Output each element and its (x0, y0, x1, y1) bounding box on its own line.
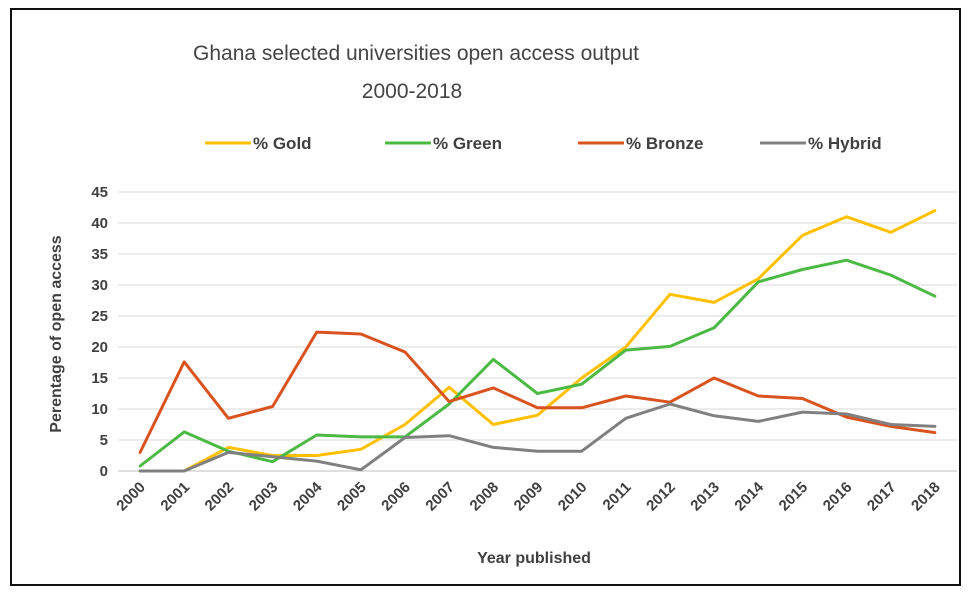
x-tick-label: 2003 (246, 479, 282, 515)
y-tick-label: 30 (91, 277, 108, 294)
y-tick-label: 0 (100, 463, 108, 480)
y-axis-label: Perentage of open access (48, 235, 65, 433)
x-tick-label: 2004 (290, 478, 326, 514)
legend: % Gold % Green % Bronze % Hybrid (205, 134, 882, 153)
x-tick-label: 2016 (820, 479, 856, 515)
y-tick-label: 40 (91, 215, 108, 232)
y-axis-ticks: 0 5 10 15 20 25 30 35 40 45 (91, 184, 108, 480)
x-tick-label: 2002 (202, 479, 238, 515)
x-tick-label: 2011 (600, 479, 635, 514)
y-tick-label: 5 (100, 432, 108, 449)
y-tick-label: 45 (91, 184, 108, 201)
legend-item-green: % Green (385, 134, 502, 153)
x-tick-label: 2015 (776, 479, 812, 515)
x-tick-label: 2005 (334, 479, 370, 515)
y-tick-label: 15 (91, 370, 108, 387)
legend-item-bronze: % Bronze (578, 134, 703, 153)
legend-label: % Green (433, 134, 502, 153)
series-line-hybrid (138, 402, 937, 473)
chart-subtitle: 2000-2018 (362, 80, 462, 103)
series-line-green (138, 258, 937, 468)
x-tick-label: 2007 (422, 479, 458, 515)
chart-frame (10, 8, 961, 586)
gridlines (118, 191, 957, 472)
series-line-bronze (138, 330, 937, 454)
x-tick-label: 2010 (555, 479, 591, 515)
x-tick-label: 2014 (731, 478, 767, 514)
x-tick-label: 2012 (643, 479, 679, 515)
series-line-gold (138, 209, 937, 473)
x-axis-ticks: 2000 2001 2002 2003 2004 2005 2006 2007 2008 2009… (113, 478, 943, 514)
x-tick-label: 2017 (864, 479, 900, 515)
x-tick-label: 2009 (511, 479, 547, 515)
x-tick-label: 2008 (467, 479, 503, 515)
x-tick-label: 2001 (157, 479, 193, 515)
legend-label: % Bronze (626, 134, 703, 153)
legend-label: % Gold (253, 134, 312, 153)
x-axis-label: Year published (477, 550, 591, 567)
series-lines (138, 209, 937, 473)
y-tick-label: 20 (91, 339, 108, 356)
x-tick-label: 2000 (113, 479, 149, 515)
legend-label: % Hybrid (808, 134, 882, 153)
y-tick-label: 25 (91, 308, 108, 325)
chart-title: Ghana selected universities open access … (193, 42, 639, 65)
x-tick-label: 2006 (378, 479, 414, 515)
y-tick-label: 10 (91, 401, 108, 418)
legend-item-hybrid: % Hybrid (760, 134, 882, 153)
legend-item-gold: % Gold (205, 134, 312, 153)
x-tick-label: 2013 (687, 479, 723, 515)
x-tick-label: 2018 (908, 479, 944, 515)
y-tick-label: 35 (91, 246, 108, 263)
